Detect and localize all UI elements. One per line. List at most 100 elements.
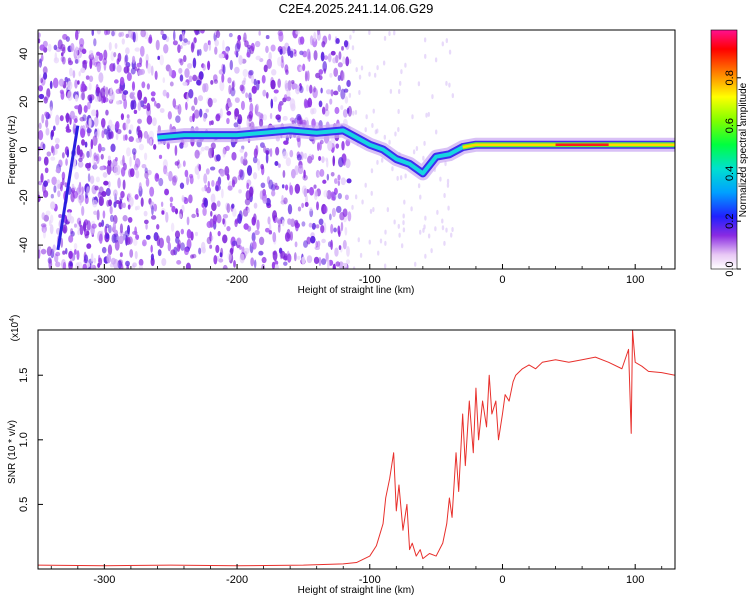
spectrogram-cell — [239, 169, 245, 181]
spectrogram-cell — [221, 188, 224, 199]
spectrogram-cell — [315, 240, 319, 248]
spectrogram-cell — [320, 51, 325, 62]
spectrogram-cell — [323, 68, 327, 74]
spectrogram-cell — [290, 218, 296, 227]
spectrogram-cell — [93, 38, 97, 47]
spectrogram-cell — [116, 100, 121, 105]
spectrogram-cell — [214, 46, 218, 55]
spectrogram-cell — [135, 234, 140, 240]
spectrogram-cell — [198, 48, 202, 56]
spectrogram-cell — [287, 203, 293, 215]
spectrogram-cell — [318, 155, 322, 161]
spectrogram-cell — [327, 140, 333, 152]
spectrogram-cell — [92, 199, 98, 208]
spectrogram-cell — [165, 211, 169, 223]
spectrogram-cell — [397, 109, 400, 115]
spectrogram-cell — [161, 210, 165, 215]
spectrogram-cell — [297, 206, 302, 212]
spectrogram-cell — [131, 55, 136, 64]
spectrogram-cell — [430, 248, 433, 254]
spectrogram-cell — [93, 210, 98, 216]
spectrogram-cell — [239, 253, 245, 264]
spectrogram-cell — [323, 205, 328, 214]
spectrogram-cell — [123, 98, 128, 110]
spectrogram-cell — [443, 240, 446, 246]
spectrogram-cell — [241, 80, 246, 86]
spectrogram-cell — [340, 221, 344, 232]
spectrogram-cell — [203, 82, 209, 93]
spectrogram-cell — [281, 184, 285, 189]
spectrogram-y-tick-label: 40 — [18, 48, 30, 60]
spectrogram-cell — [210, 193, 216, 204]
spectrogram-cell — [321, 40, 326, 48]
spectrogram-y-label: Frequency (Hz) — [7, 116, 18, 185]
spectrogram-cell — [243, 250, 248, 257]
spectrogram-cell — [141, 164, 147, 169]
spectrogram-cell — [110, 51, 115, 62]
spectrogram-cell — [222, 218, 225, 225]
spectrogram-cell — [285, 96, 292, 102]
spectrogram-cell — [391, 166, 394, 172]
spectrogram-cell — [77, 161, 84, 168]
spectrogram-cell — [193, 96, 198, 106]
spectrogram-cell — [283, 261, 288, 266]
spectrogram-cell — [125, 47, 130, 55]
spectrogram-cell — [88, 75, 94, 82]
spectrogram-cell — [272, 250, 278, 261]
spectrogram-cell — [166, 171, 169, 177]
spectrogram-cell — [400, 243, 404, 249]
spectrogram-cell — [118, 32, 122, 38]
spectrogram-cell — [402, 227, 406, 233]
spectrogram-cell — [164, 188, 170, 196]
spectrogram-cell — [419, 194, 422, 200]
spectrogram-cell — [65, 247, 68, 255]
spectrogram-cell — [178, 67, 183, 74]
spectrogram-cell — [364, 182, 367, 188]
spectrogram-cell — [275, 216, 279, 223]
spectrogram-cell — [127, 204, 131, 210]
spectrogram-cell — [313, 184, 317, 189]
spectrogram-cell — [263, 145, 267, 154]
spectrogram-cell — [231, 179, 236, 188]
spectrogram-cell — [158, 154, 163, 159]
spectrogram-cell — [117, 52, 122, 63]
spectrogram-cell — [192, 74, 198, 82]
spectrogram-cell — [251, 232, 256, 242]
spectrogram-cell — [404, 62, 407, 68]
spectrogram-cell — [162, 77, 166, 84]
spectrogram-cell — [323, 55, 329, 61]
spectrogram-cell — [172, 98, 177, 108]
spectrogram-cell — [128, 168, 133, 178]
spectrogram-cell — [338, 157, 344, 168]
spectrogram-cell — [166, 142, 170, 150]
spectrogram-cell — [86, 243, 92, 249]
colorbar-gradient — [710, 29, 738, 270]
spectrogram-cell — [285, 157, 291, 167]
spectrogram-cell — [303, 169, 306, 179]
spectrogram-cell — [240, 156, 244, 164]
spectrogram-cell — [166, 92, 170, 99]
spectrogram-cell — [120, 166, 126, 177]
spectrogram-cell — [52, 77, 59, 89]
snr-x-tick-label: 100 — [626, 574, 644, 586]
spectrogram-cell — [58, 213, 63, 219]
spectrogram-cell — [321, 258, 327, 265]
spectrogram-cell — [90, 52, 94, 58]
spectrogram-cell — [38, 130, 44, 141]
spectrogram-cell — [441, 41, 444, 47]
spectrogram-cell — [115, 133, 119, 141]
spectrogram-cell — [94, 185, 99, 191]
spectrogram-cell — [277, 56, 282, 67]
spectrogram-cell — [309, 35, 314, 46]
spectrogram-cell — [119, 223, 124, 234]
spectrogram-cell — [258, 236, 265, 246]
spectrogram-cell — [372, 108, 375, 114]
spectrogram-cell — [185, 262, 191, 269]
spectrogram-cell — [68, 250, 73, 259]
spectrogram-cell — [106, 163, 112, 175]
spectrogram-cell — [44, 167, 49, 174]
spectrogram-cell — [283, 197, 288, 205]
spectrogram-cell — [208, 41, 212, 51]
spectrogram-cell — [393, 30, 396, 36]
spectrogram-cell — [98, 233, 103, 244]
